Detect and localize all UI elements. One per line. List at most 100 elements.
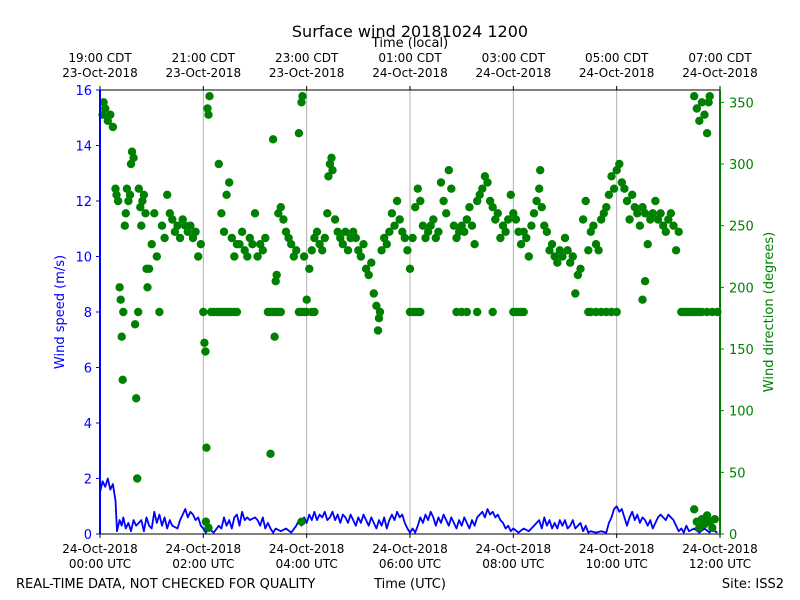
- wind-direction-point: [341, 227, 350, 236]
- wind-direction-point: [200, 338, 209, 347]
- wind-direction-point: [272, 270, 281, 280]
- top-tick-time: 19:00 CDT: [68, 51, 132, 65]
- bottom-tick-time: 04:00 UTC: [276, 557, 338, 571]
- wind-direction-point: [364, 270, 373, 280]
- right-tick-label: 250: [729, 220, 754, 235]
- wind-direction-point: [204, 523, 213, 532]
- wind-direction-point: [374, 314, 384, 323]
- wind-direction-point: [150, 209, 159, 218]
- wind-direction-point: [638, 295, 647, 304]
- wind-direction-point: [488, 203, 497, 212]
- wind-direction-point: [535, 184, 544, 193]
- wind-direction-point: [620, 184, 629, 193]
- wind-direction-point: [633, 209, 642, 218]
- wind-direction-point: [155, 307, 164, 317]
- left-tick-label: 14: [75, 140, 92, 155]
- wind-direction-point: [133, 474, 142, 483]
- wind-direction-point: [576, 264, 585, 273]
- bottom-tick-date: 24-Oct-2018: [269, 542, 345, 556]
- wind-direction-point: [356, 252, 366, 261]
- wind-direction-point: [625, 215, 634, 224]
- wind-direction-point: [302, 295, 311, 304]
- left-tick-label: 2: [84, 473, 92, 488]
- wind-direction-point: [493, 209, 502, 218]
- top-tick-date: 24-Oct-2018: [372, 66, 448, 80]
- wind-direction-point: [248, 240, 257, 249]
- bottom-tick-date: 24-Oct-2018: [579, 542, 655, 556]
- wind-direction-point: [343, 246, 353, 255]
- wind-direction-point: [648, 209, 657, 218]
- wind-direction-point: [305, 264, 314, 273]
- wind-direction-point: [563, 246, 572, 255]
- wind-direction-point: [310, 307, 319, 317]
- wind-direction-point: [137, 221, 146, 230]
- wind-direction-point: [160, 233, 169, 243]
- wind-direction-point: [700, 110, 709, 119]
- wind-direction-point: [268, 135, 278, 144]
- wind-direction-point: [237, 227, 247, 236]
- wind-direction-point: [106, 110, 115, 119]
- wind-direction-point: [690, 505, 699, 514]
- wind-direction-point: [191, 227, 200, 236]
- bottom-tick-time: 06:00 UTC: [379, 557, 441, 571]
- wind-direction-point: [201, 347, 210, 356]
- wind-direction-point: [640, 209, 650, 218]
- wind-direction-point: [323, 209, 332, 218]
- wind-direction-point: [222, 190, 231, 199]
- bottom-tick-time: 12:00 UTC: [689, 557, 751, 571]
- wind-direction-point: [519, 307, 528, 317]
- wind-direction-point: [467, 221, 477, 230]
- wind-direction-point: [243, 252, 252, 261]
- wind-direction-point: [359, 240, 368, 249]
- wind-direction-point: [217, 209, 226, 218]
- wind-direction-point: [609, 184, 619, 193]
- wind-direction-point: [400, 233, 409, 243]
- wind-direction-point: [227, 233, 236, 243]
- wind-direction-point: [643, 240, 652, 249]
- wind-direction-point: [571, 289, 580, 298]
- wind-direction-point: [270, 332, 279, 341]
- top-tick-date: 23-Oct-2018: [269, 66, 345, 80]
- wind-direction-point: [108, 122, 118, 132]
- wind-direction-point: [134, 307, 143, 317]
- wind-direction-point: [511, 215, 521, 224]
- wind-direction-point: [261, 233, 270, 243]
- wind-direction-point: [113, 196, 123, 206]
- wind-direction-point: [708, 523, 717, 532]
- wind-direction-point: [628, 190, 637, 199]
- left-tick-label: 12: [75, 195, 92, 210]
- wind-direction-point: [132, 394, 141, 403]
- wind-direction-point: [656, 209, 665, 218]
- left-tick-label: 0: [84, 528, 92, 543]
- wind-direction-point: [524, 252, 533, 261]
- wind-direction-point: [119, 307, 128, 317]
- wind-direction-point: [116, 295, 125, 304]
- wind-direction-point: [168, 215, 177, 224]
- top-tick-time: 07:00 CDT: [688, 51, 752, 65]
- wind-direction-point: [460, 227, 469, 236]
- wind-direction-point: [395, 215, 404, 224]
- wind-direction-point: [607, 172, 616, 181]
- wind-direction-point: [697, 98, 707, 107]
- right-axis-label: Wind direction (degrees): [762, 232, 777, 392]
- wind-direction-point: [439, 196, 448, 206]
- wind-direction-series: [98, 92, 722, 532]
- top-tick-date: 24-Oct-2018: [579, 66, 655, 80]
- wind-direction-point: [547, 240, 557, 249]
- wind-direction-point: [258, 246, 267, 255]
- wind-direction-point: [504, 215, 513, 224]
- wind-direction-point: [173, 221, 182, 230]
- top-tick-date: 24-Oct-2018: [682, 66, 758, 80]
- wind-direction-point: [202, 443, 211, 452]
- wind-direction-point: [436, 178, 446, 187]
- wind-direction-point: [447, 184, 456, 193]
- wind-direction-point: [602, 203, 611, 212]
- wind-direction-point: [377, 246, 386, 255]
- wind-direction-point: [690, 92, 699, 101]
- wind-direction-point: [622, 196, 632, 206]
- bottom-tick-date: 24-Oct-2018: [682, 542, 758, 556]
- wind-direction-point: [695, 116, 704, 126]
- left-tick-label: 8: [84, 306, 92, 321]
